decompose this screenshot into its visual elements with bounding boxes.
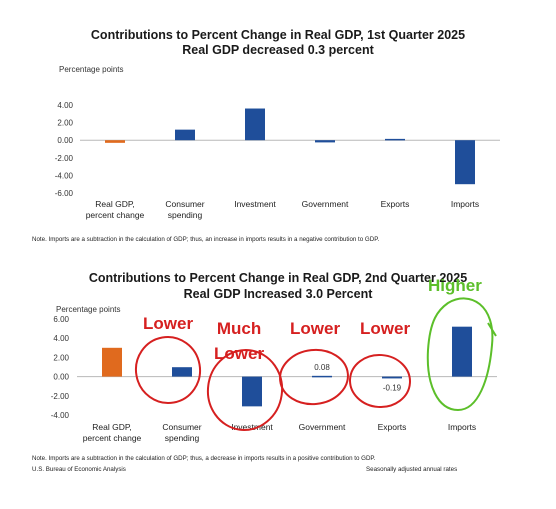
y-tick-label: 4.00 (53, 334, 69, 343)
y-tick-label: 0.00 (53, 373, 69, 382)
chart1-title: Contributions to Percent Change in Real … (90, 28, 466, 42)
y-tick-label: -6.00 (55, 189, 74, 198)
category-label: Government (302, 199, 349, 209)
annotation-much-lower: Much Lower (214, 319, 265, 363)
bar-4 (385, 138, 405, 141)
circle-imports (426, 297, 497, 412)
y-tick-label: -2.00 (51, 392, 70, 401)
bar-5 (452, 326, 472, 377)
y-tick-label: 6.00 (53, 315, 69, 324)
bar-0 (105, 140, 125, 143)
category-label: Imports (448, 422, 476, 432)
category-label: Real GDP, (95, 199, 135, 209)
category-label: Exports (381, 199, 410, 209)
category-label: percent change (83, 433, 142, 443)
y-tick-label: 2.00 (57, 119, 73, 128)
category-label: spending (165, 433, 200, 443)
category-label: Investment (234, 199, 276, 209)
chart2-subtitle: Real GDP Increased 3.0 Percent (183, 287, 373, 301)
y-tick-label: 0.00 (57, 136, 73, 145)
y-tick-label: -4.00 (55, 171, 74, 180)
y-tick-label: -2.00 (55, 154, 74, 163)
data-label: -0.19 (383, 383, 402, 392)
bar-2 (242, 376, 262, 407)
category-label: percent change (86, 210, 145, 220)
bar-3 (315, 140, 335, 143)
bar-2 (245, 108, 265, 141)
category-label: Exports (378, 422, 407, 432)
bar-1 (175, 129, 195, 141)
chart1-note: Note. Imports are a subtraction in the c… (32, 236, 380, 243)
category-label: Imports (451, 199, 479, 209)
annotation-lower-consumer: Lower (143, 314, 194, 333)
chart1-subtitle: Real GDP decreased 0.3 percent (182, 43, 374, 57)
chart2-title: Contributions to Percent Change in Real … (88, 271, 468, 285)
data-label: 0.08 (314, 363, 330, 372)
chart1-plot: 4.00 2.00 0.00 -2.00 -4.00 -6.00 Real GDP,perc… (55, 101, 500, 220)
category-label: Government (299, 422, 346, 432)
y-tick-label: 4.00 (57, 101, 73, 110)
category-label: Investment (231, 422, 273, 432)
y-tick-label: -4.00 (51, 411, 70, 420)
category-label: Consumer (162, 422, 201, 432)
chart2-note: Note. Imports are a subtraction in the c… (32, 455, 376, 462)
circle-consumer (134, 336, 202, 404)
category-label: Consumer (165, 199, 204, 209)
bar-1 (172, 367, 192, 377)
annotation-lower-exports: Lower (360, 319, 411, 338)
bar-0 (102, 347, 122, 377)
chart2-ylabel: Percentage points (56, 305, 121, 314)
circle-investment (206, 349, 284, 431)
rates-label: Seasonally adjusted annual rates (366, 466, 458, 473)
bar-5 (455, 140, 475, 185)
chart1-ylabel: Percentage points (59, 65, 124, 74)
circle-exports (349, 353, 411, 409)
annotation-lower-government: Lower (290, 319, 341, 338)
bar-4 (382, 376, 402, 379)
category-label: spending (168, 210, 203, 220)
source-label: U.S. Bureau of Economic Analysis (32, 466, 126, 473)
annotation-higher: Higher (428, 276, 482, 295)
category-label: Real GDP, (92, 422, 132, 432)
chart2-plot: 6.00 4.00 2.00 0.00 -2.00 -4.00 Real GDP,perce… (51, 315, 497, 443)
bar-3 (312, 375, 332, 378)
y-tick-label: 2.00 (53, 353, 69, 362)
circle-government (279, 348, 349, 406)
